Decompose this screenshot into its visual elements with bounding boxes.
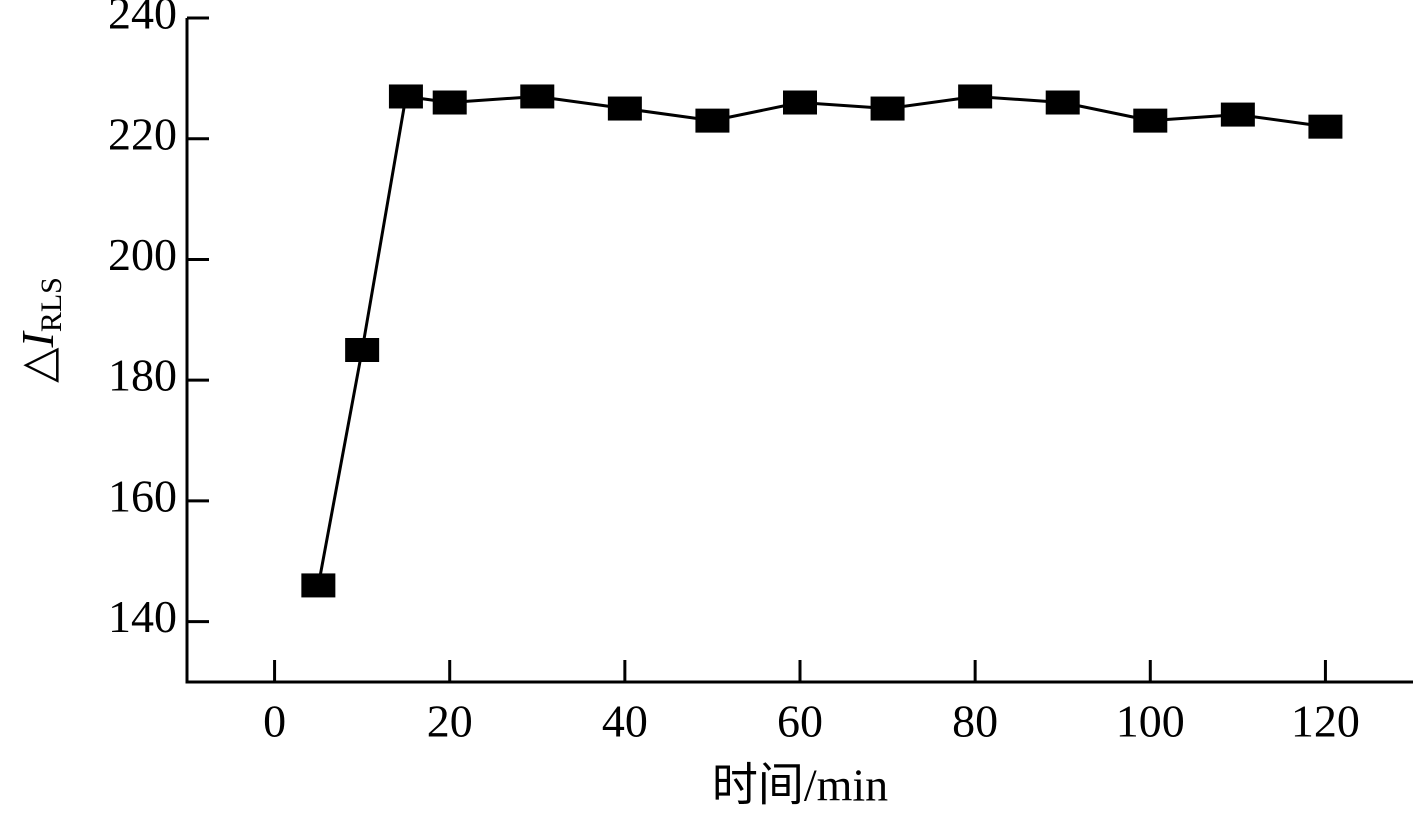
data-marker	[783, 90, 817, 115]
y-tick-label: 220	[108, 108, 177, 159]
x-tick-label: 60	[777, 696, 823, 747]
data-marker	[388, 84, 423, 109]
y-axis-label-main: △I	[12, 329, 63, 382]
x-tick-label: 20	[427, 696, 473, 747]
x-tick-label: 40	[602, 696, 648, 747]
x-tick-label: 120	[1291, 696, 1360, 747]
x-tick-label: 0	[263, 696, 286, 747]
y-tick-label: 160	[108, 470, 177, 521]
data-marker	[958, 84, 993, 109]
x-tick-label: 80	[952, 696, 998, 747]
y-tick-label: 200	[108, 229, 177, 280]
x-axis-label: 时间/min	[712, 760, 888, 811]
y-tick-label: 180	[108, 350, 177, 401]
data-marker	[1220, 102, 1255, 127]
data-marker	[607, 96, 642, 121]
data-marker	[345, 338, 380, 362]
data-line	[316, 94, 1326, 586]
y-tick-label: 140	[108, 591, 177, 642]
y-axis-label-subscript: RLS	[35, 277, 68, 332]
data-marker	[301, 573, 336, 598]
data-marker	[1045, 90, 1080, 115]
data-marker	[432, 90, 467, 115]
data-marker	[870, 96, 905, 121]
y-axis-label: △IRLS	[12, 277, 68, 383]
x-tick-label: 100	[1116, 696, 1185, 747]
y-tick-label: 240	[108, 0, 177, 39]
data-marker	[695, 108, 730, 133]
data-marker	[1133, 108, 1168, 133]
data-marker	[520, 84, 555, 109]
data-marker	[1308, 114, 1343, 139]
